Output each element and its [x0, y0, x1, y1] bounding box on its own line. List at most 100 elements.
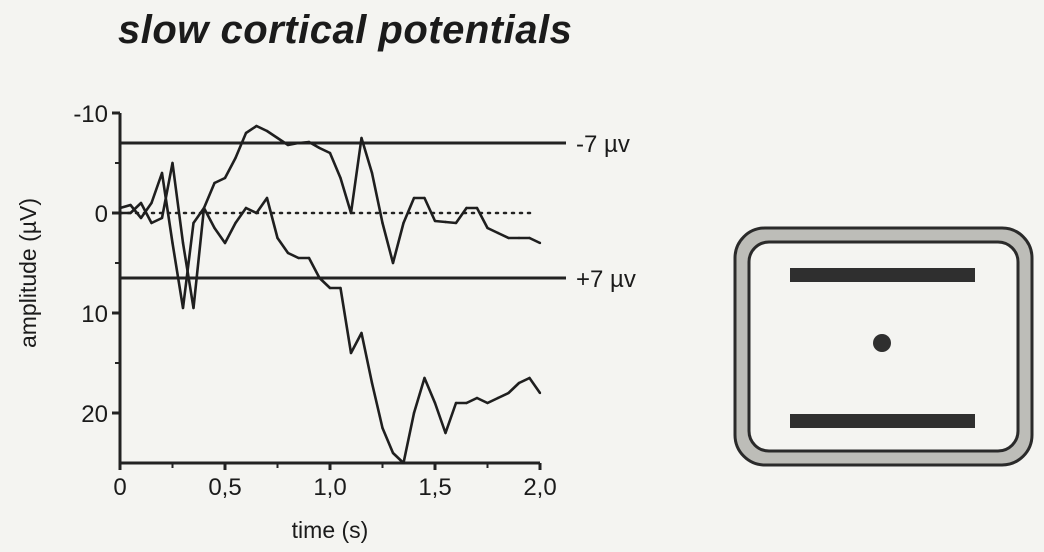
series-2-point [444, 431, 447, 435]
x-tick-label: 1,0 [313, 474, 346, 501]
series-1-point [349, 211, 353, 215]
series-2-point [202, 206, 206, 210]
series-2-point [412, 411, 416, 415]
series-1-point [192, 221, 195, 225]
series-2-point [265, 196, 269, 200]
stimulus-bottom-bar [790, 414, 975, 428]
series-2-point [297, 256, 300, 260]
series-1-point [118, 206, 122, 210]
series-1-point [423, 196, 426, 200]
series-2-point [349, 351, 353, 355]
series-2-point [307, 256, 311, 260]
series-2-point [402, 461, 405, 465]
series-2-point [276, 236, 279, 240]
series-2-point [507, 391, 510, 395]
series-1-point [276, 136, 279, 140]
series-2-point [139, 201, 143, 205]
series-2-point [465, 401, 468, 405]
series-2-point [370, 381, 374, 385]
y-tick-label: 10 [81, 301, 108, 328]
series-1-point [538, 241, 542, 245]
series-2-point [129, 211, 132, 215]
series-2-point [496, 396, 500, 400]
axes-layer [112, 111, 542, 470]
y-tick-label: -10 [73, 101, 108, 128]
series-2-point [192, 306, 195, 310]
series-1-point [339, 176, 342, 180]
series-2-point [318, 276, 321, 280]
fixation-dot [873, 334, 891, 352]
series-1-point [391, 261, 395, 265]
series-2-point [234, 221, 237, 225]
series-1-point [150, 201, 153, 205]
series-1-point [297, 141, 300, 145]
series-1-point [517, 236, 521, 240]
series-1-point [318, 146, 321, 150]
series-1-point [360, 136, 363, 140]
series-1-point [286, 143, 290, 147]
series-1-point [454, 221, 458, 225]
series-2-point [118, 211, 122, 215]
series-2-point [223, 241, 227, 245]
series-2-point [160, 216, 164, 220]
y-tick-label: 0 [95, 201, 108, 228]
series-1-point [433, 219, 437, 223]
series-2-point [423, 376, 426, 380]
series-layer [118, 124, 542, 465]
stimulus-display-panel [733, 226, 1034, 467]
series-1-point [139, 216, 143, 220]
series-2-point [150, 221, 153, 225]
series-2-point [486, 401, 489, 405]
series-2-point [538, 391, 542, 395]
stimulus-top-bar [790, 268, 975, 282]
series-1-point [370, 171, 374, 175]
series-1-point [507, 236, 510, 240]
series-1-point [528, 236, 531, 240]
series-1-point [412, 196, 416, 200]
series-1-point [402, 221, 405, 225]
series-2-point [528, 376, 531, 380]
series-1-point [486, 226, 489, 230]
series-1-point [328, 151, 332, 155]
series-2-point [286, 251, 290, 255]
x-axis-label: time (s) [292, 517, 369, 543]
x-tick-label: 0 [113, 474, 126, 501]
series-1-point [475, 206, 479, 210]
series-2-point [454, 401, 458, 405]
series-2-point [391, 451, 395, 455]
series-2-point [244, 206, 248, 210]
series-2-point [171, 161, 174, 165]
series-2-point [381, 426, 384, 430]
series-1-point [234, 156, 237, 160]
series-1-point [160, 171, 164, 175]
series-1-point [265, 129, 269, 133]
series-1-point [129, 203, 132, 207]
series-2-point [328, 286, 332, 290]
series-2-point [255, 211, 258, 215]
y-axis-label: amplitude (µV) [15, 198, 41, 348]
series-2-point [517, 381, 521, 385]
series-2-point [339, 286, 342, 290]
chart-title: slow cortical potentials [118, 8, 573, 52]
series-1-point [496, 231, 500, 235]
x-tick-label: 2,0 [523, 474, 556, 501]
y-tick-label: 20 [81, 401, 108, 428]
series-1-point [465, 206, 468, 210]
threshold-label-0: -7 µv [576, 131, 630, 158]
series-1-point [223, 176, 227, 180]
series-1-point [444, 220, 447, 224]
series-2-point [181, 241, 185, 245]
series-2-point [475, 396, 479, 400]
x-tick-label: 1,5 [418, 474, 451, 501]
series-1-point [171, 241, 174, 245]
reference-lines-layer [118, 141, 566, 280]
series-2-point [360, 331, 363, 335]
series-2-point [213, 226, 216, 230]
series-2-point [433, 401, 437, 405]
series-1-point [213, 181, 216, 185]
labels-layer: -10 0 10 20 0 0,5 1,0 1,5 2,0 time (s) amplitude (… [15, 101, 636, 543]
series-1-point [255, 124, 258, 128]
series-1-point [381, 221, 384, 225]
